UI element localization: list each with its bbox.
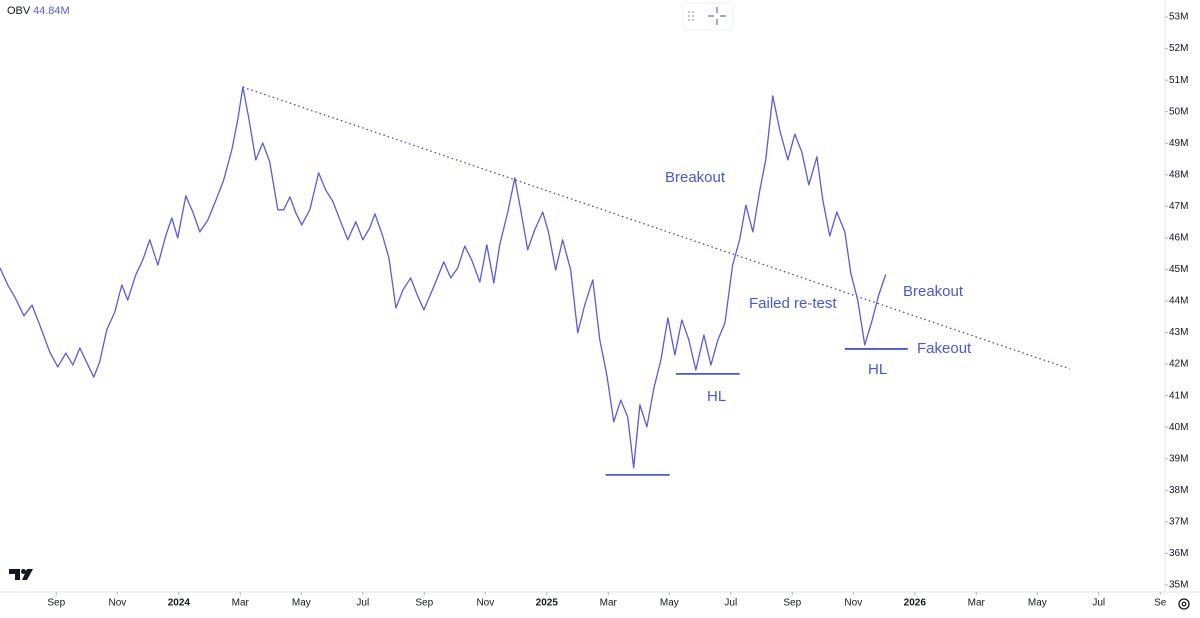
x-tick-label: Sep: [415, 598, 433, 609]
y-tick-label: 44M: [1169, 296, 1188, 307]
annotation: HL: [868, 361, 887, 378]
y-tick-label: 53M: [1169, 12, 1188, 23]
annotation: Failed re-test: [749, 295, 837, 312]
x-tick-label: Nov: [108, 598, 126, 609]
y-tick-label: 43M: [1169, 327, 1188, 338]
y-tick-label: 35M: [1169, 580, 1188, 591]
y-tick-label: 51M: [1169, 75, 1188, 86]
y-tick-label: 42M: [1169, 359, 1188, 370]
x-tick-label: Se: [1154, 598, 1167, 609]
y-tick-label: 45M: [1169, 264, 1188, 275]
y-tick-label: 40M: [1169, 422, 1188, 433]
annotation: Breakout: [665, 169, 726, 186]
x-tick-label: Mar: [968, 598, 986, 609]
y-tick-label: 50M: [1169, 106, 1188, 117]
annotation: Breakout: [903, 283, 964, 300]
trendline: [242, 86, 1070, 370]
indicator-name: OBV: [7, 5, 31, 17]
x-tick-label: Mar: [232, 598, 250, 609]
crosshair-icon[interactable]: [708, 7, 726, 25]
y-tick-label: 36M: [1169, 548, 1188, 559]
x-tick-label: 2024: [168, 598, 191, 609]
settings-icon[interactable]: [1178, 598, 1190, 610]
indicator-value: 44.84M: [33, 5, 70, 17]
annotation: Fakeout: [917, 340, 972, 357]
y-tick-label: 37M: [1169, 516, 1188, 527]
y-tick-label: 41M: [1169, 390, 1188, 401]
x-tick-label: Jul: [1092, 598, 1105, 609]
obv-line: [0, 86, 887, 469]
y-tick-label: 47M: [1169, 201, 1188, 212]
x-tick-label: Mar: [600, 598, 618, 609]
x-tick-label: Nov: [844, 598, 862, 609]
annotation: HL: [707, 388, 726, 405]
y-tick-label: 46M: [1169, 233, 1188, 244]
x-tick-label: Jul: [724, 598, 737, 609]
toolbar[interactable]: [682, 2, 734, 31]
x-tick-label: May: [660, 598, 679, 609]
x-tick-label: Jul: [356, 598, 369, 609]
x-tick-label: May: [1028, 598, 1047, 609]
x-tick-label: Sep: [783, 598, 801, 609]
x-tick-label: 2026: [904, 598, 927, 609]
x-tick-label: 2025: [536, 598, 559, 609]
x-tick-label: Nov: [476, 598, 494, 609]
x-tick-label: May: [292, 598, 311, 609]
drag-handle[interactable]: [688, 11, 694, 21]
x-tick-label: Sep: [47, 598, 65, 609]
y-tick-label: 49M: [1169, 138, 1188, 149]
y-tick-label: 52M: [1169, 43, 1188, 54]
y-tick-label: 39M: [1169, 453, 1188, 464]
y-tick-label: 38M: [1169, 485, 1188, 496]
tradingview-logo[interactable]: [9, 569, 33, 580]
y-tick-label: 48M: [1169, 169, 1188, 180]
